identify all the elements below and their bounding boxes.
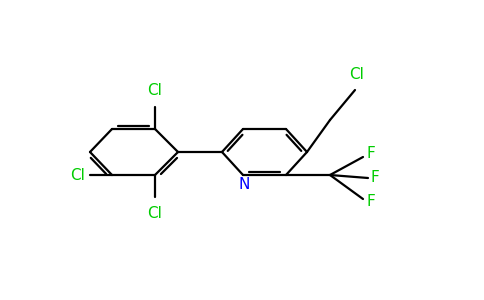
Text: Cl: Cl [148,83,163,98]
Text: F: F [371,170,380,185]
Text: F: F [366,146,375,161]
Text: Cl: Cl [70,167,85,182]
Text: Cl: Cl [148,206,163,221]
Text: N: N [238,177,250,192]
Text: F: F [366,194,375,209]
Text: Cl: Cl [349,67,364,82]
